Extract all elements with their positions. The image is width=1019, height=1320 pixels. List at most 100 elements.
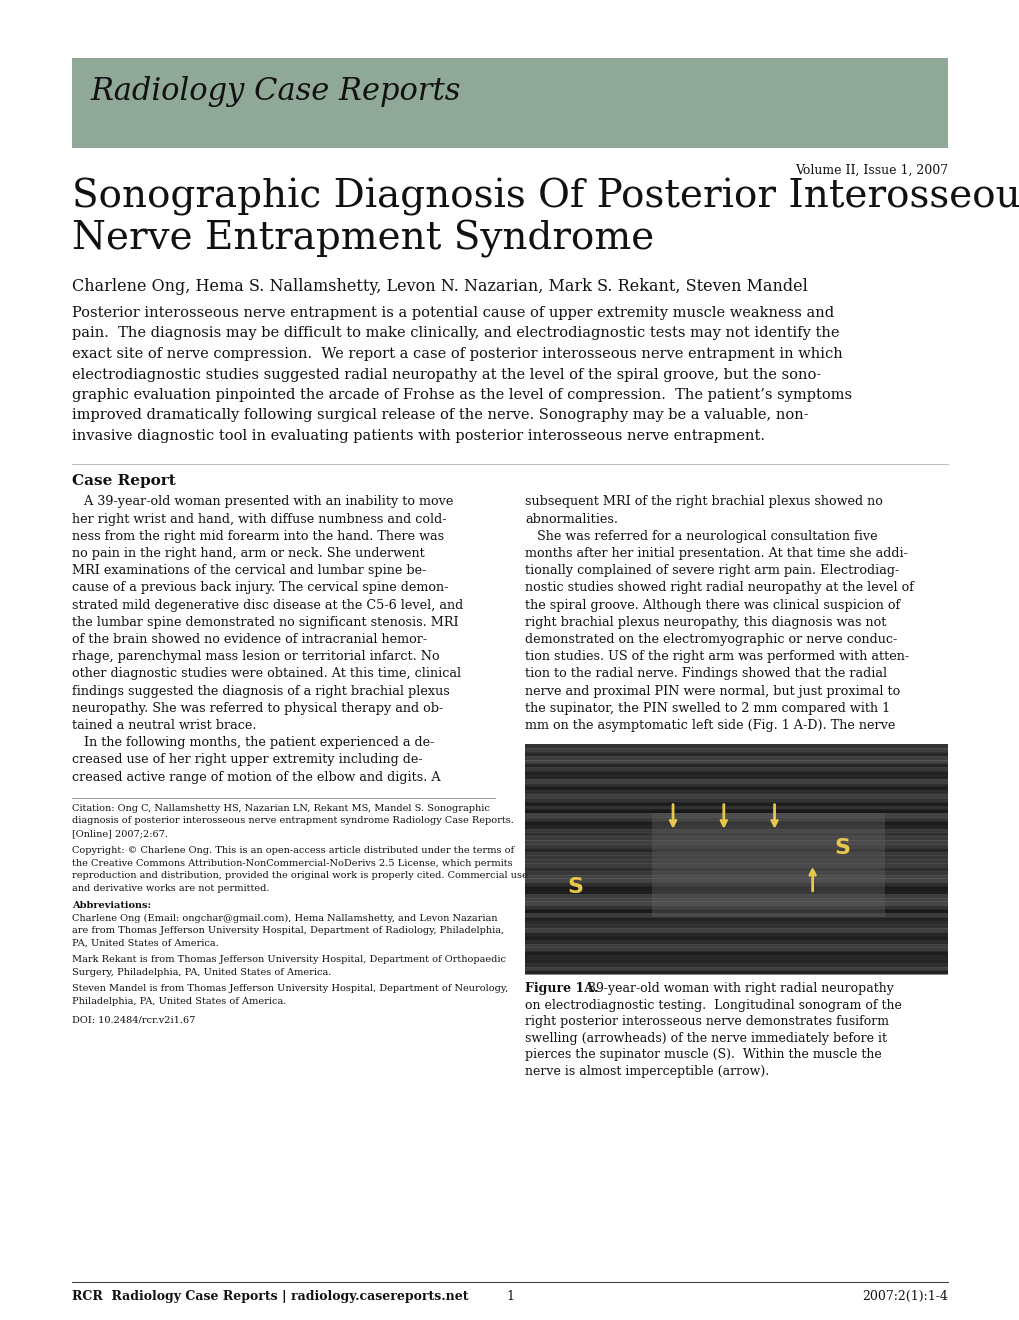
Bar [525, 932, 947, 937]
Bar [525, 890, 947, 895]
Text: ness from the right mid forearm into the hand. There was: ness from the right mid forearm into the… [72, 529, 443, 543]
Text: S: S [568, 876, 583, 896]
Text: right posterior interosseous nerve demonstrates fusiform: right posterior interosseous nerve demon… [525, 1015, 889, 1028]
Text: Citation: Ong C, Nallamshetty HS, Nazarian LN, Rekant MS, Mandel S. Sonographic: Citation: Ong C, Nallamshetty HS, Nazari… [72, 804, 489, 813]
Bar [525, 756, 947, 760]
Text: cause of a previous back injury. The cervical spine demon-: cause of a previous back injury. The cer… [72, 582, 448, 594]
Text: invasive diagnostic tool in evaluating patients with posterior interosseous nerv: invasive diagnostic tool in evaluating p… [72, 429, 764, 444]
Bar [525, 956, 947, 960]
Bar [525, 813, 947, 818]
Bar [525, 879, 947, 883]
Text: the Creative Commons Attribution-NonCommercial-NoDerivs 2.5 License, which permi: the Creative Commons Attribution-NonComm… [72, 859, 513, 869]
Bar [525, 944, 947, 949]
Bar [525, 917, 947, 921]
Bar [525, 825, 947, 830]
Text: 1: 1 [505, 1290, 514, 1303]
Text: Nerve Entrapment Syndrome: Nerve Entrapment Syndrome [72, 220, 653, 257]
Text: MRI examinations of the cervical and lumbar spine be-: MRI examinations of the cervical and lum… [72, 565, 426, 577]
Bar [525, 763, 947, 768]
Text: findings suggested the diagnosis of a right brachial plexus: findings suggested the diagnosis of a ri… [72, 685, 449, 698]
Text: tained a neutral wrist brace.: tained a neutral wrist brace. [72, 719, 256, 733]
Text: rhage, parenchymal mass lesion or territorial infarct. No: rhage, parenchymal mass lesion or territ… [72, 651, 439, 663]
Text: mm on the asymptomatic left side (Fig. 1 A-D). The nerve: mm on the asymptomatic left side (Fig. 1… [525, 719, 895, 733]
Bar [525, 936, 947, 941]
Text: electrodiagnostic studies suggested radial neuropathy at the level of the spiral: electrodiagnostic studies suggested radi… [72, 367, 820, 381]
Bar [525, 886, 947, 891]
Text: diagnosis of posterior interosseous nerve entrapment syndrome Radiology Case Rep: diagnosis of posterior interosseous nerv… [72, 816, 514, 825]
Bar [525, 809, 947, 814]
Bar [525, 970, 947, 975]
Text: pierces the supinator muscle (S).  Within the muscle the: pierces the supinator muscle (S). Within… [525, 1048, 880, 1061]
Bar [525, 795, 947, 799]
Text: of the brain showed no evidence of intracranial hemor-: of the brain showed no evidence of intra… [72, 634, 427, 645]
Bar [525, 787, 947, 791]
Text: months after her initial presentation. At that time she addi-: months after her initial presentation. A… [525, 546, 907, 560]
Bar [525, 840, 947, 845]
Bar [651, 813, 883, 917]
Text: She was referred for a neurological consultation five: She was referred for a neurological cons… [525, 529, 876, 543]
Text: tion studies. US of the right arm was performed with atten-: tion studies. US of the right arm was pe… [525, 651, 908, 663]
Bar [525, 894, 947, 899]
Bar [525, 833, 947, 837]
Bar [525, 847, 947, 853]
Bar [525, 843, 947, 849]
Bar [525, 771, 947, 776]
Bar [525, 817, 947, 822]
Text: her right wrist and hand, with diffuse numbness and cold-: her right wrist and hand, with diffuse n… [72, 512, 446, 525]
Text: nerve is almost imperceptible (arrow).: nerve is almost imperceptible (arrow). [525, 1065, 768, 1078]
Bar [525, 952, 947, 956]
Text: swelling (arrowheads) of the nerve immediately before it: swelling (arrowheads) of the nerve immed… [525, 1032, 887, 1045]
Text: no pain in the right hand, arm or neck. She underwent: no pain in the right hand, arm or neck. … [72, 546, 424, 560]
Bar [525, 744, 947, 750]
Text: pain.  The diagnosis may be difficult to make clinically, and electrodiagnostic : pain. The diagnosis may be difficult to … [72, 326, 839, 341]
Text: A 39-year-old woman presented with an inability to move: A 39-year-old woman presented with an in… [72, 495, 452, 508]
Bar [525, 902, 947, 907]
Text: creased active range of motion of the elbow and digits. A: creased active range of motion of the el… [72, 771, 440, 784]
Bar [525, 748, 947, 752]
Bar [525, 805, 947, 810]
Text: strated mild degenerative disc disease at the C5-6 level, and: strated mild degenerative disc disease a… [72, 599, 463, 611]
Text: neuropathy. She was referred to physical therapy and ob-: neuropathy. She was referred to physical… [72, 702, 443, 715]
Bar [525, 829, 947, 833]
Bar [525, 906, 947, 909]
Bar [525, 871, 947, 875]
Bar [525, 924, 947, 929]
Text: Volume II, Issue 1, 2007: Volume II, Issue 1, 2007 [794, 164, 947, 177]
Text: nerve and proximal PIN were normal, but just proximal to: nerve and proximal PIN were normal, but … [525, 685, 900, 698]
Text: Case Report: Case Report [72, 474, 175, 487]
Text: right brachial plexus neuropathy, this diagnosis was not: right brachial plexus neuropathy, this d… [525, 616, 886, 628]
Text: [Online] 2007;2:67.: [Online] 2007;2:67. [72, 829, 168, 838]
Text: Philadelphia, PA, United States of America.: Philadelphia, PA, United States of Ameri… [72, 997, 286, 1006]
Text: other diagnostic studies were obtained. At this time, clinical: other diagnostic studies were obtained. … [72, 668, 461, 681]
Text: Surgery, Philadelphia, PA, United States of America.: Surgery, Philadelphia, PA, United States… [72, 968, 331, 977]
Bar [525, 928, 947, 933]
Text: and derivative works are not permitted.: and derivative works are not permitted. [72, 884, 269, 892]
Text: Radiology Case Reports: Radiology Case Reports [90, 77, 460, 107]
Text: nostic studies showed right radial neuropathy at the level of: nostic studies showed right radial neuro… [525, 582, 913, 594]
Text: Charlene Ong, Hema S. Nallamshetty, Levon N. Nazarian, Mark S. Rekant, Steven Ma: Charlene Ong, Hema S. Nallamshetty, Levo… [72, 279, 807, 294]
Bar [525, 744, 947, 974]
Text: DOI: 10.2484/rcr.v2i1.67: DOI: 10.2484/rcr.v2i1.67 [72, 1015, 196, 1024]
Bar [525, 837, 947, 841]
Text: Abbreviations:: Abbreviations: [72, 902, 151, 911]
Text: subsequent MRI of the right brachial plexus showed no: subsequent MRI of the right brachial ple… [525, 495, 882, 508]
Text: Charlene Ong (Email: ongchar@gmail.com), Hema Nallamshetty, and Levon Nazarian: Charlene Ong (Email: ongchar@gmail.com),… [72, 913, 497, 923]
Bar [525, 962, 947, 968]
Text: exact site of nerve compression.  We report a case of posterior interosseous ner: exact site of nerve compression. We repo… [72, 347, 842, 360]
Bar [72, 58, 947, 148]
Text: 2007:2(1):1-4: 2007:2(1):1-4 [861, 1290, 947, 1303]
Bar [525, 920, 947, 925]
Bar [525, 767, 947, 772]
Text: tion to the radial nerve. Findings showed that the radial: tion to the radial nerve. Findings showe… [525, 668, 887, 681]
Bar [525, 898, 947, 903]
Text: 39-year-old woman with right radial neuropathy: 39-year-old woman with right radial neur… [580, 982, 893, 995]
Bar [525, 909, 947, 913]
Bar [525, 958, 947, 964]
Bar [525, 966, 947, 972]
Bar [525, 863, 947, 869]
Text: demonstrated on the electromyographic or nerve conduc-: demonstrated on the electromyographic or… [525, 634, 897, 645]
Bar [525, 940, 947, 945]
Bar [525, 801, 947, 807]
Text: the spiral groove. Although there was clinical suspicion of: the spiral groove. Although there was cl… [525, 599, 900, 611]
Bar [525, 799, 947, 803]
